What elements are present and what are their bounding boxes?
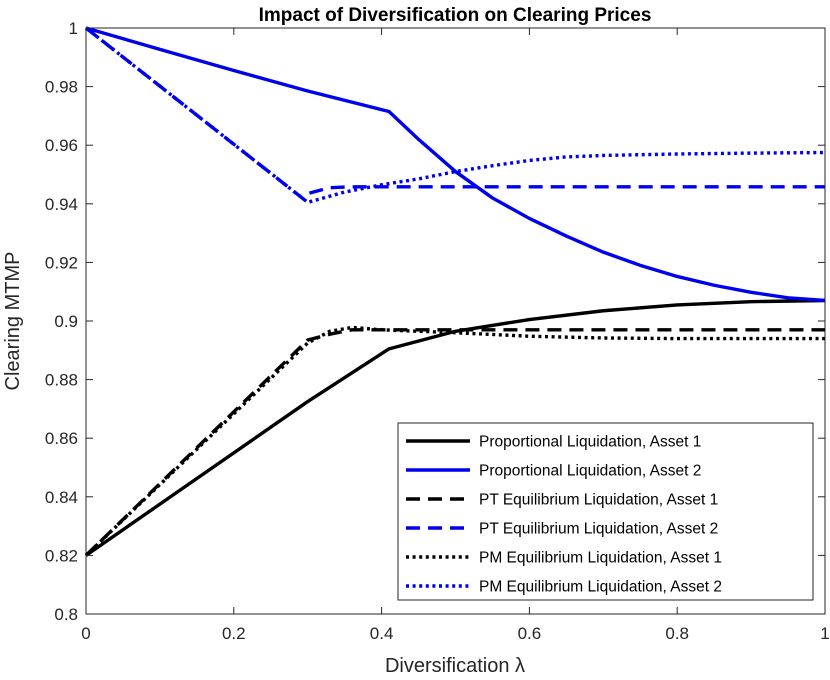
- x-tick-labels: 0 0.2 0.4 0.6 0.8 1: [81, 624, 829, 643]
- x-tick-label: 1: [820, 624, 829, 643]
- legend-label: PM Equilibrium Liquidation, Asset 1: [479, 550, 722, 567]
- legend-entries: Proportional Liquidation, Asset 1 Proport…: [406, 434, 722, 596]
- legend-label: PT Equilibrium Liquidation, Asset 2: [479, 521, 718, 538]
- y-tick-label: 0.96: [45, 136, 78, 155]
- series-line-6: [84, 26, 826, 205]
- series-line-5: [84, 325, 825, 557]
- chart-title: Impact of Diversification on Clearing Pr…: [259, 5, 652, 26]
- legend-entry-2: Proportional Liquidation, Asset 2: [406, 463, 701, 480]
- y-tick-label: 0.82: [45, 546, 78, 565]
- x-axis-label: Diversification λ: [385, 655, 525, 677]
- y-tick-label: 0.92: [45, 253, 78, 272]
- y-tick-label: 0.98: [45, 78, 78, 97]
- y-tick-label: 0.94: [45, 195, 78, 214]
- legend-entry-4: PT Equilibrium Liquidation, Asset 2: [406, 521, 718, 538]
- x-tick-label: 0.2: [222, 624, 246, 643]
- y-tick-label: 0.9: [54, 312, 78, 331]
- y-tick-labels: 0.8 0.82 0.84 0.86 0.88 0.9 0.92 0.94 0.96 0.98 1: [45, 19, 78, 624]
- series-line-4: [84, 26, 825, 202]
- y-tick-label: 0.8: [54, 605, 78, 624]
- y-axis-label: Clearing MTMP: [2, 252, 24, 391]
- legend-entry-5: PM Equilibrium Liquidation, Asset 1: [406, 550, 722, 567]
- legend-entry-6: PM Equilibrium Liquidation, Asset 2: [406, 579, 722, 596]
- tick-marks: [85, 27, 826, 615]
- legend: Proportional Liquidation, Asset 1 Proport…: [397, 422, 814, 601]
- x-tick-label: 0: [81, 624, 90, 643]
- legend-label: PT Equilibrium Liquidation, Asset 1: [479, 492, 718, 509]
- x-tick-label: 0.8: [665, 624, 689, 643]
- y-tick-label: 0.88: [45, 371, 78, 390]
- series-layer: [84, 26, 826, 557]
- legend-label: Proportional Liquidation, Asset 2: [479, 463, 701, 480]
- x-tick-label: 0.4: [370, 624, 394, 643]
- x-tick-label: 0.6: [518, 624, 542, 643]
- series-line-2: [85, 26, 826, 303]
- legend-box: [397, 422, 814, 601]
- y-tick-label: 1: [69, 19, 78, 38]
- y-tick-label: 0.86: [45, 429, 78, 448]
- legend-label: Proportional Liquidation, Asset 1: [479, 434, 701, 451]
- legend-entry-3: PT Equilibrium Liquidation, Asset 1: [406, 492, 718, 509]
- series-line-3: [84, 328, 825, 557]
- legend-entry-1: Proportional Liquidation, Asset 1: [406, 434, 701, 451]
- y-tick-label: 0.84: [45, 488, 78, 507]
- legend-label: PM Equilibrium Liquidation, Asset 2: [479, 579, 722, 596]
